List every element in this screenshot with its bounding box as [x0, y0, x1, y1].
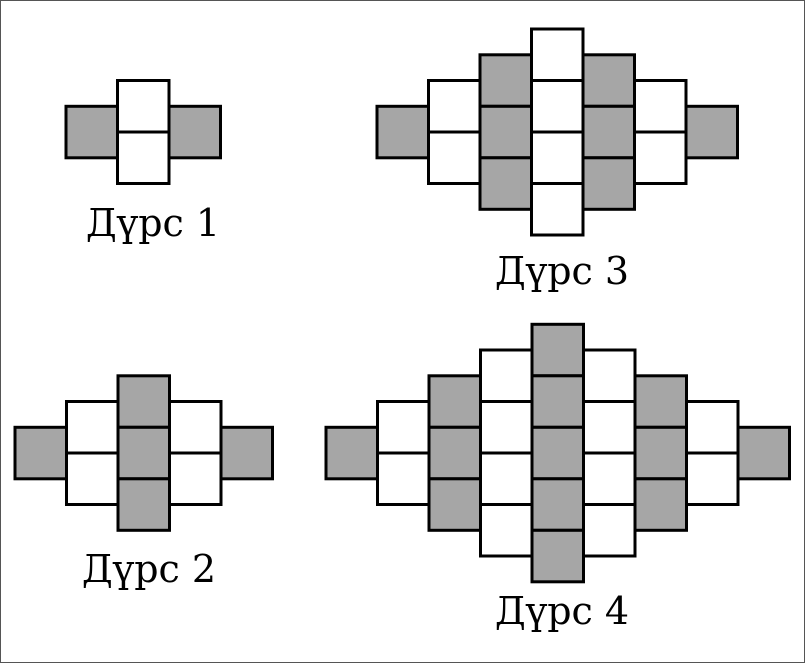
figure-2-cells	[13, 374, 274, 532]
plain-cell	[427, 130, 482, 185]
shaded-cell	[478, 53, 533, 108]
shaded-cell	[530, 477, 585, 532]
shaded-cell	[427, 425, 482, 481]
figure-3: Дүрс 3	[375, 27, 739, 293]
shaded-cell	[736, 425, 791, 481]
figure-1: Дүрс 1	[64, 79, 222, 245]
shaded-cell	[167, 104, 222, 160]
plain-cell	[685, 451, 740, 506]
plain-cell	[633, 130, 688, 185]
shaded-cell	[633, 425, 688, 481]
plain-cell	[530, 182, 585, 237]
figure-1-label: Дүрс 1	[86, 201, 220, 245]
figure-2: Дүрс 2	[13, 374, 274, 591]
figure-3-label: Дүрс 3	[495, 249, 629, 293]
plain-cell	[530, 27, 585, 82]
plain-cell	[427, 79, 482, 134]
shaded-cell	[64, 104, 119, 160]
figure-4-cells	[324, 322, 791, 584]
shaded-cell	[219, 425, 274, 481]
figure-4: Дүрс 4	[324, 322, 791, 633]
figure-2-label: Дүрс 2	[82, 547, 216, 591]
shaded-cell	[116, 477, 171, 532]
shaded-cell	[530, 322, 585, 378]
shaded-cell	[478, 156, 533, 211]
shaded-cell	[427, 477, 482, 532]
plain-cell	[479, 400, 534, 455]
shaded-cell	[581, 104, 636, 160]
shaded-cell	[116, 374, 171, 429]
plain-cell	[582, 451, 637, 506]
shaded-cell	[530, 425, 585, 481]
shaded-cell	[478, 104, 533, 160]
shaded-cell	[581, 156, 636, 211]
plain-cell	[65, 400, 120, 455]
plain-cell	[65, 451, 120, 506]
plain-cell	[168, 400, 223, 455]
shaded-cell	[530, 374, 585, 429]
figure-4-label: Дүрс 4	[495, 589, 629, 633]
plain-cell	[582, 503, 637, 558]
plain-cell	[479, 503, 534, 558]
shaded-cell	[13, 425, 68, 481]
plain-cell	[582, 400, 637, 455]
shaded-cell	[530, 528, 585, 584]
plain-cell	[376, 400, 431, 455]
shaded-cell	[375, 104, 430, 160]
plain-cell	[168, 451, 223, 506]
shaded-cell	[581, 53, 636, 108]
plain-cell	[685, 400, 740, 455]
shaded-cell	[116, 425, 171, 481]
figure-1-cells	[64, 79, 222, 185]
shaded-cell	[324, 425, 379, 481]
shaded-cell	[633, 477, 688, 532]
figure-3-cells	[375, 27, 739, 237]
plain-cell	[479, 348, 534, 403]
plain-cell	[530, 79, 585, 134]
shaded-cell	[684, 104, 739, 160]
plain-cell	[530, 130, 585, 185]
plain-cell	[116, 79, 171, 134]
plain-cell	[582, 348, 637, 403]
plain-cell	[376, 451, 431, 506]
shaded-cell	[633, 374, 688, 429]
plain-cell	[479, 451, 534, 506]
plain-cell	[116, 130, 171, 185]
shaded-cell	[427, 374, 482, 429]
plain-cell	[633, 79, 688, 134]
